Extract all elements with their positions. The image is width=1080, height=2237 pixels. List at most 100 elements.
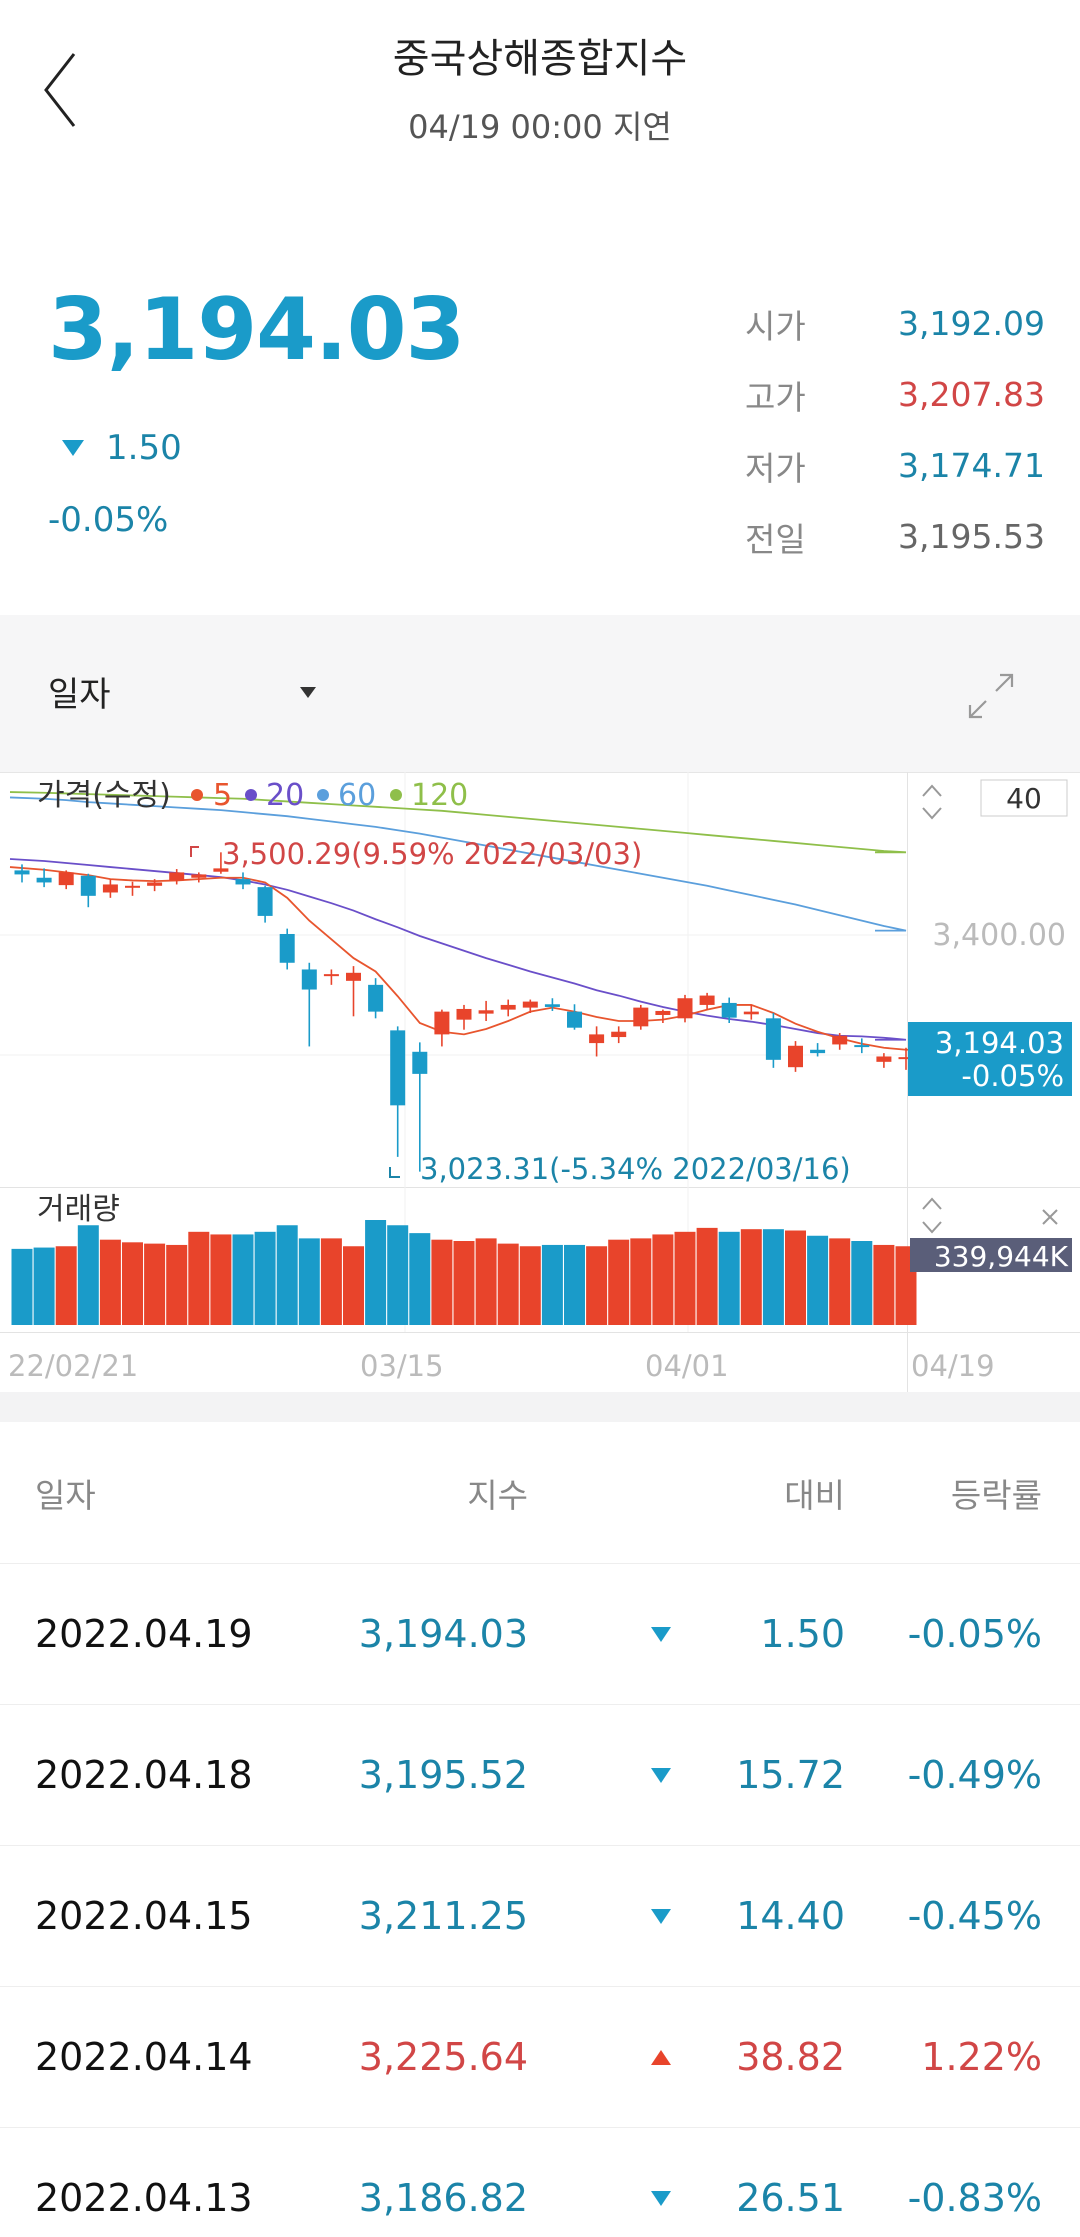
candle-body bbox=[257, 887, 273, 916]
candle-body bbox=[58, 872, 74, 886]
candle bbox=[36, 868, 52, 888]
volume-bar bbox=[829, 1238, 851, 1325]
table-row[interactable]: 2022.04.19 3,194.03 1.50 -0.05% bbox=[0, 1564, 1080, 1705]
candle bbox=[301, 962, 317, 1047]
legend-ma5: 5 bbox=[213, 778, 232, 813]
legend-ma60: 60 bbox=[338, 778, 376, 813]
candle bbox=[633, 1004, 649, 1030]
chevron-up-icon[interactable] bbox=[922, 1197, 942, 1210]
candle bbox=[876, 1053, 892, 1068]
chevron-down-icon[interactable] bbox=[922, 1221, 942, 1234]
last-price-value: 3,194.03 bbox=[935, 1026, 1064, 1060]
volume-stepper[interactable] bbox=[922, 1197, 942, 1234]
ohlc-value: 3,192.09 bbox=[898, 304, 1045, 343]
candle-body bbox=[368, 984, 384, 1012]
chart-frame bbox=[0, 772, 1080, 1392]
last-price-box bbox=[908, 1022, 1072, 1096]
candle bbox=[589, 1026, 605, 1057]
candle bbox=[898, 1047, 914, 1070]
volume-bar bbox=[343, 1246, 364, 1325]
volume-last-box bbox=[910, 1238, 1072, 1272]
row-index: 3,225.64 bbox=[358, 2035, 528, 2079]
page-subtitle: 04/19 00:00 지연 bbox=[408, 108, 672, 146]
candle bbox=[810, 1043, 826, 1057]
row-diff: 14.40 bbox=[736, 1894, 845, 1938]
down-triangle-icon bbox=[62, 440, 84, 456]
row-diff: 38.82 bbox=[736, 2035, 845, 2079]
volume-bar bbox=[807, 1235, 829, 1325]
header-pct: 등락률 bbox=[950, 1475, 1042, 1515]
down-triangle-icon bbox=[651, 1767, 673, 1783]
section-divider bbox=[0, 1392, 1080, 1422]
row-pct: -0.83% bbox=[907, 2176, 1042, 2220]
candle-body bbox=[191, 874, 207, 878]
ohlc-table: 시가 3,192.09 고가 3,207.83 저가 3,174.71 전일 3… bbox=[745, 288, 1045, 572]
candle-body bbox=[213, 868, 229, 872]
row-index: 3,195.52 bbox=[358, 1753, 528, 1797]
ohlc-label: 고가 bbox=[745, 377, 806, 417]
candle-body bbox=[390, 1030, 406, 1106]
candle bbox=[456, 1004, 472, 1030]
history-table: 일자 지수 대비 등락률 2022.04.19 3,194.03 1.50 -0.05… bbox=[0, 1422, 1080, 2237]
candle bbox=[235, 872, 251, 890]
candle-count-box[interactable] bbox=[980, 779, 1068, 817]
candle-body bbox=[699, 995, 715, 1005]
volume-bar bbox=[851, 1241, 873, 1325]
ohlc-row-open: 시가 3,192.09 bbox=[745, 288, 1045, 359]
chart-legend: 가격(수정) 5 20 60 120 bbox=[37, 778, 468, 813]
volume-bar bbox=[166, 1244, 188, 1325]
candle bbox=[191, 872, 207, 883]
chart-canvas[interactable]: 가격(수정) 5 20 60 120 40 3,400.00 3,194.03 … bbox=[0, 772, 1080, 1392]
ohlc-row-high: 고가 3,207.83 bbox=[745, 359, 1045, 430]
candle bbox=[368, 978, 384, 1019]
ohlc-row-low: 저가 3,174.71 bbox=[745, 430, 1045, 501]
table-row[interactable]: 2022.04.18 3,195.52 15.72 -0.49% bbox=[0, 1705, 1080, 1846]
row-date: 2022.04.13 bbox=[35, 2176, 253, 2220]
volume-bar bbox=[453, 1241, 475, 1325]
candle bbox=[390, 1026, 406, 1157]
candle-body bbox=[788, 1045, 803, 1068]
candle-body bbox=[589, 1034, 605, 1044]
volume-bar bbox=[586, 1246, 608, 1325]
row-pct: 1.22% bbox=[921, 2035, 1042, 2079]
volume-bar bbox=[144, 1243, 166, 1325]
ohlc-value: 3,207.83 bbox=[898, 375, 1045, 414]
candle bbox=[478, 1000, 494, 1021]
volume-bar bbox=[431, 1239, 453, 1325]
price-change-value: 1.50 bbox=[106, 428, 182, 468]
legend-dot bbox=[317, 789, 329, 801]
scale-stepper[interactable] bbox=[922, 784, 942, 820]
table-row[interactable]: 2022.04.13 3,186.82 26.51 -0.83% bbox=[0, 2128, 1080, 2237]
volume-bar bbox=[718, 1231, 740, 1325]
legend-dot bbox=[390, 789, 402, 801]
back-button[interactable] bbox=[40, 50, 100, 140]
candle bbox=[788, 1041, 803, 1072]
price-chart[interactable]: 가격(수정) 5 20 60 120 40 3,400.00 3,194.03 … bbox=[0, 772, 1080, 1392]
table-row[interactable]: 2022.04.14 3,225.64 38.82 1.22% bbox=[0, 1987, 1080, 2128]
candle bbox=[611, 1026, 627, 1044]
down-triangle-icon bbox=[651, 2190, 673, 2206]
candle bbox=[677, 994, 693, 1023]
candle bbox=[213, 852, 229, 874]
chevron-up-icon[interactable] bbox=[922, 784, 942, 797]
candle bbox=[832, 1033, 848, 1050]
last-price-pct: -0.05% bbox=[961, 1059, 1064, 1093]
period-dropdown[interactable]: 일자 bbox=[48, 667, 111, 716]
low-annotation-text: 3,023.31(-5.34% 2022/03/16) bbox=[420, 1152, 851, 1186]
chevron-down-icon[interactable] bbox=[922, 807, 942, 820]
caret-down-icon[interactable] bbox=[300, 687, 316, 698]
volume-bar bbox=[762, 1229, 784, 1325]
ohlc-label: 시가 bbox=[745, 306, 806, 346]
candle-body bbox=[898, 1057, 914, 1060]
close-icon[interactable] bbox=[1042, 1209, 1058, 1225]
candle-body bbox=[500, 1004, 516, 1010]
expand-button[interactable] bbox=[966, 671, 1016, 721]
table-row[interactable]: 2022.04.15 3,211.25 14.40 -0.45% bbox=[0, 1846, 1080, 1987]
price-change-pct: -0.05% bbox=[48, 500, 169, 540]
candle-body bbox=[832, 1035, 848, 1045]
high-annotation: 3,500.29(9.59% 2022/03/03) bbox=[190, 837, 642, 871]
last-price-marker: 3,194.03 -0.05% bbox=[908, 1022, 1072, 1096]
period-dropdown-label: 일자 bbox=[48, 675, 111, 715]
row-date: 2022.04.15 bbox=[35, 1894, 253, 1938]
volume-bar bbox=[122, 1242, 143, 1325]
